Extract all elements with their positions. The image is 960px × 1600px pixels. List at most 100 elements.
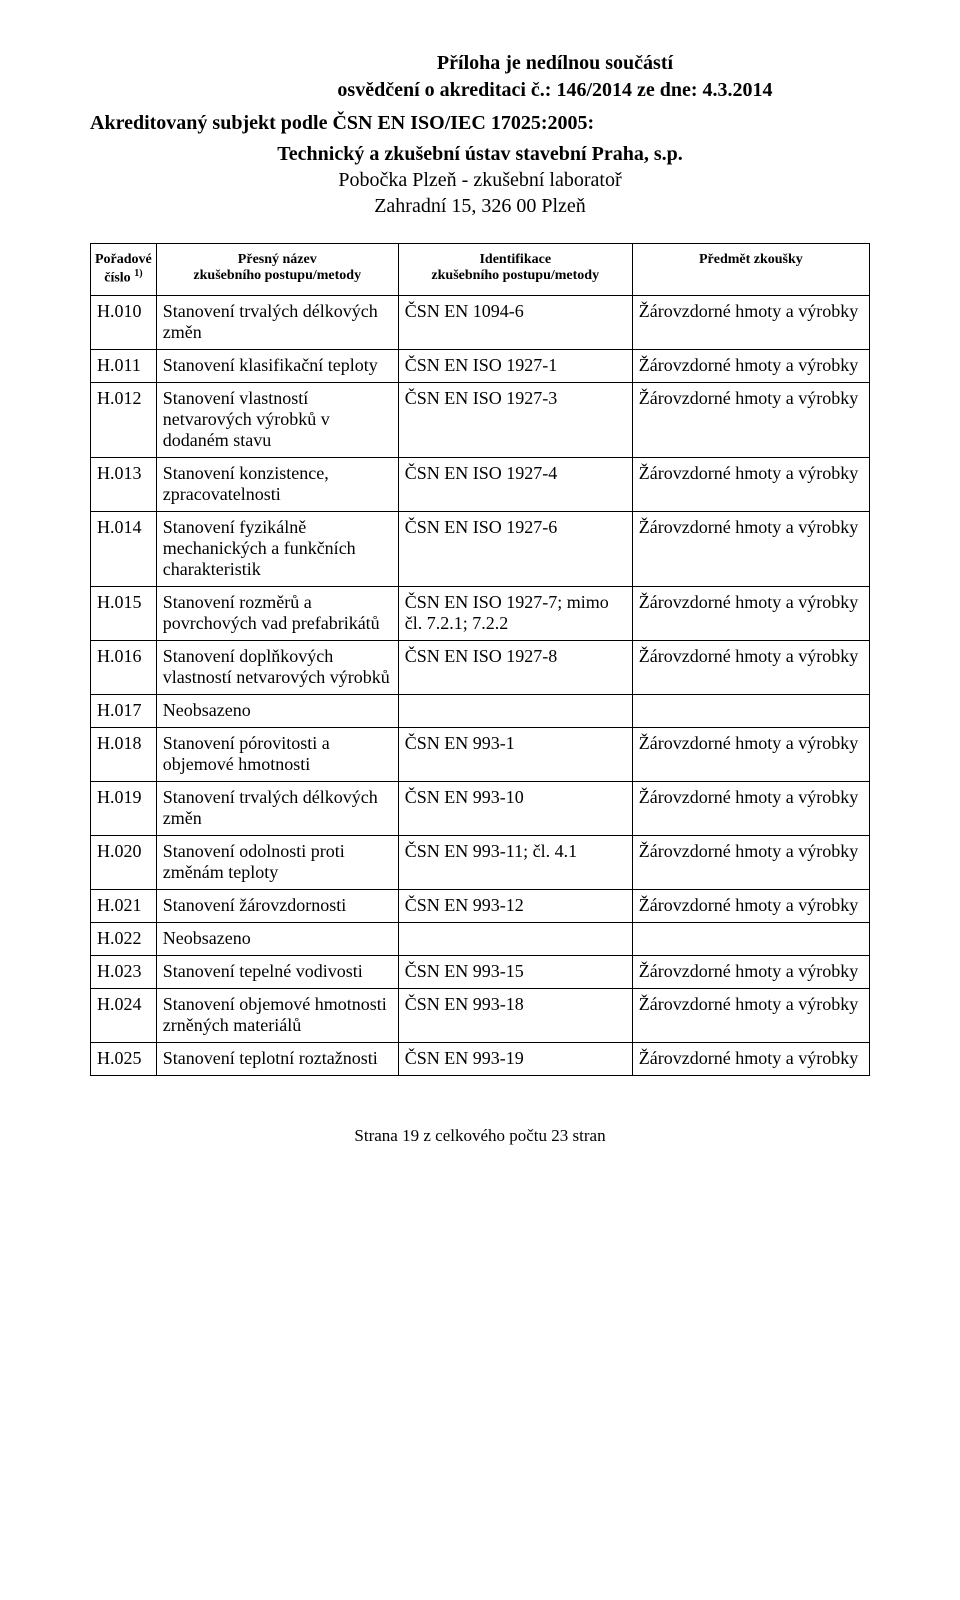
cell-name: Stanovení odolnosti proti změnám teploty — [156, 835, 398, 889]
cell-ident: ČSN EN 993-11; čl. 4.1 — [398, 835, 632, 889]
cell-name: Stanovení doplňkových vlastností netvaro… — [156, 640, 398, 694]
cell-num: H.010 — [91, 295, 157, 349]
cell-name: Stanovení vlastností netvarových výrobků… — [156, 382, 398, 457]
cell-subject: Žárovzdorné hmoty a výrobky — [632, 835, 869, 889]
table-row: H.017Neobsazeno — [91, 694, 870, 727]
table-row: H.021Stanovení žárovzdornostiČSN EN 993-… — [91, 889, 870, 922]
table-row: H.010Stanovení trvalých délkových změnČS… — [91, 295, 870, 349]
col-header-name: Přesný název zkušebního postupu/metody — [156, 244, 398, 296]
cell-subject: Žárovzdorné hmoty a výrobky — [632, 727, 869, 781]
cell-ident: ČSN EN 993-10 — [398, 781, 632, 835]
cell-subject — [632, 922, 869, 955]
sub-header-line-1: Technický a zkušební ústav stavební Prah… — [230, 141, 730, 167]
sub-header-line-2: Pobočka Plzeň - zkušební laboratoř — [230, 167, 730, 193]
table-header-row: Pořadové číslo 1) Přesný název zkušebníh… — [91, 244, 870, 296]
col-header-num-sup: 1) — [134, 268, 142, 279]
footer: Strana 19 z celkového počtu 23 stran — [90, 1126, 870, 1146]
table-row: H.014Stanovení fyzikálně mechanických a … — [91, 511, 870, 586]
cell-ident: ČSN EN 993-1 — [398, 727, 632, 781]
table-row: H.023Stanovení tepelné vodivostiČSN EN 9… — [91, 955, 870, 988]
cell-subject: Žárovzdorné hmoty a výrobky — [632, 988, 869, 1042]
cell-subject: Žárovzdorné hmoty a výrobky — [632, 349, 869, 382]
col-header-ident: Identifikace zkušebního postupu/metody — [398, 244, 632, 296]
cell-name: Stanovení trvalých délkových změn — [156, 295, 398, 349]
table-row: H.024Stanovení objemové hmotnosti zrněný… — [91, 988, 870, 1042]
cell-ident — [398, 922, 632, 955]
sub-header: Technický a zkušební ústav stavební Prah… — [230, 141, 730, 219]
cell-ident — [398, 694, 632, 727]
cell-subject: Žárovzdorné hmoty a výrobky — [632, 1042, 869, 1075]
cell-ident: ČSN EN 993-12 — [398, 889, 632, 922]
cell-subject: Žárovzdorné hmoty a výrobky — [632, 295, 869, 349]
cell-subject: Žárovzdorné hmoty a výrobky — [632, 586, 869, 640]
table-row: H.011Stanovení klasifikační teplotyČSN E… — [91, 349, 870, 382]
cell-subject — [632, 694, 869, 727]
cell-name: Stanovení teplotní roztažnosti — [156, 1042, 398, 1075]
header-line-1: Příloha je nedílnou součástí — [290, 50, 820, 77]
cell-num: H.015 — [91, 586, 157, 640]
cell-num: H.021 — [91, 889, 157, 922]
cell-name: Stanovení trvalých délkových změn — [156, 781, 398, 835]
cell-subject: Žárovzdorné hmoty a výrobky — [632, 457, 869, 511]
table-row: H.013Stanovení konzistence, zpracovateln… — [91, 457, 870, 511]
cell-ident: ČSN EN ISO 1927-8 — [398, 640, 632, 694]
table-row: H.019Stanovení trvalých délkových změnČS… — [91, 781, 870, 835]
cell-name: Stanovení žárovzdornosti — [156, 889, 398, 922]
cell-name: Stanovení klasifikační teploty — [156, 349, 398, 382]
cell-subject: Žárovzdorné hmoty a výrobky — [632, 955, 869, 988]
cell-num: H.019 — [91, 781, 157, 835]
sub-header-line-3: Zahradní 15, 326 00 Plzeň — [230, 193, 730, 219]
cell-ident: ČSN EN ISO 1927-1 — [398, 349, 632, 382]
accredited-subject: Akreditovaný subjekt podle ČSN EN ISO/IE… — [90, 112, 870, 135]
cell-ident: ČSN EN 993-19 — [398, 1042, 632, 1075]
header-line-2: osvědčení o akreditaci č.: 146/2014 ze d… — [290, 77, 820, 104]
cell-ident: ČSN EN 993-18 — [398, 988, 632, 1042]
cell-subject: Žárovzdorné hmoty a výrobky — [632, 382, 869, 457]
col-header-num-l1: Pořadové — [95, 252, 152, 267]
table-row: H.018Stanovení pórovitosti a objemové hm… — [91, 727, 870, 781]
cell-name: Stanovení pórovitosti a objemové hmotnos… — [156, 727, 398, 781]
table-row: H.020Stanovení odolnosti proti změnám te… — [91, 835, 870, 889]
cell-ident: ČSN EN 1094-6 — [398, 295, 632, 349]
table-body: H.010Stanovení trvalých délkových změnČS… — [91, 295, 870, 1075]
table-row: H.016Stanovení doplňkových vlastností ne… — [91, 640, 870, 694]
page: Příloha je nedílnou součástí osvědčení o… — [0, 0, 960, 1600]
cell-name: Neobsazeno — [156, 694, 398, 727]
cell-subject: Žárovzdorné hmoty a výrobky — [632, 511, 869, 586]
cell-num: H.013 — [91, 457, 157, 511]
table-row: H.022Neobsazeno — [91, 922, 870, 955]
table: Pořadové číslo 1) Přesný název zkušebníh… — [90, 243, 870, 1076]
cell-name: Stanovení tepelné vodivosti — [156, 955, 398, 988]
cell-num: H.020 — [91, 835, 157, 889]
header-block: Příloha je nedílnou součástí osvědčení o… — [290, 50, 820, 104]
col-header-name-l2: zkušebního postupu/metody — [193, 268, 361, 283]
cell-num: H.024 — [91, 988, 157, 1042]
cell-subject: Žárovzdorné hmoty a výrobky — [632, 781, 869, 835]
cell-num: H.022 — [91, 922, 157, 955]
cell-num: H.023 — [91, 955, 157, 988]
cell-num: H.014 — [91, 511, 157, 586]
cell-ident: ČSN EN ISO 1927-6 — [398, 511, 632, 586]
cell-name: Stanovení objemové hmotnosti zrněných ma… — [156, 988, 398, 1042]
col-header-name-l1: Přesný název — [238, 252, 317, 267]
col-header-ident-l2: zkušebního postupu/metody — [431, 268, 599, 283]
cell-num: H.025 — [91, 1042, 157, 1075]
cell-num: H.018 — [91, 727, 157, 781]
cell-name: Neobsazeno — [156, 922, 398, 955]
cell-subject: Žárovzdorné hmoty a výrobky — [632, 889, 869, 922]
cell-num: H.016 — [91, 640, 157, 694]
table-row: H.012Stanovení vlastností netvarových vý… — [91, 382, 870, 457]
cell-num: H.011 — [91, 349, 157, 382]
col-header-num: Pořadové číslo 1) — [91, 244, 157, 296]
cell-num: H.017 — [91, 694, 157, 727]
col-header-subject: Předmět zkoušky — [632, 244, 869, 296]
table-row: H.015Stanovení rozměrů a povrchových vad… — [91, 586, 870, 640]
cell-ident: ČSN EN ISO 1927-7; mimo čl. 7.2.1; 7.2.2 — [398, 586, 632, 640]
cell-num: H.012 — [91, 382, 157, 457]
table-row: H.025Stanovení teplotní roztažnostiČSN E… — [91, 1042, 870, 1075]
cell-ident: ČSN EN ISO 1927-3 — [398, 382, 632, 457]
cell-name: Stanovení konzistence, zpracovatelnosti — [156, 457, 398, 511]
cell-ident: ČSN EN 993-15 — [398, 955, 632, 988]
cell-name: Stanovení rozměrů a povrchových vad pref… — [156, 586, 398, 640]
col-header-subject-l1: Předmět zkoušky — [699, 252, 803, 267]
